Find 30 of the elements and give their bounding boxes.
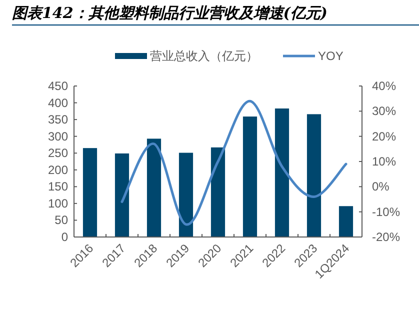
bar [178,152,194,237]
bar [146,138,162,237]
legend-label: YOY [318,49,344,63]
y2-tick-label: -10% [372,204,400,219]
bar [274,108,290,237]
y-tick-label: 400 [48,96,68,110]
y2-tick-label: -20% [372,230,400,244]
y-tick-label: 150 [48,180,68,194]
y-tick-label: 450 [48,79,68,93]
y-tick-label: 100 [48,196,68,210]
y-tick-label: 50 [54,213,68,228]
y-tick-label: 350 [48,112,68,127]
y2-tick-label: 20% [372,129,396,144]
legend-label: 营业总收入（亿元） [150,49,258,63]
bar [82,148,98,237]
y2-tick-label: 30% [372,104,396,118]
bar [210,147,226,237]
line-series [120,100,348,226]
y2-tick-label: 40% [372,79,396,93]
y2-tick-label: 10% [372,154,396,168]
bar [114,153,130,237]
bar [242,116,258,237]
y-tick-label: 0 [61,230,68,244]
y2-tick-label: 0% [372,180,390,194]
y-tick-label: 300 [48,129,68,144]
y-tick-label: 200 [48,162,68,177]
bar [306,114,322,237]
bar [338,206,354,237]
chart-title: 图表142：其他塑料制品行业营收及增速(亿元) [12,4,328,22]
y-tick-label: 250 [48,146,68,160]
